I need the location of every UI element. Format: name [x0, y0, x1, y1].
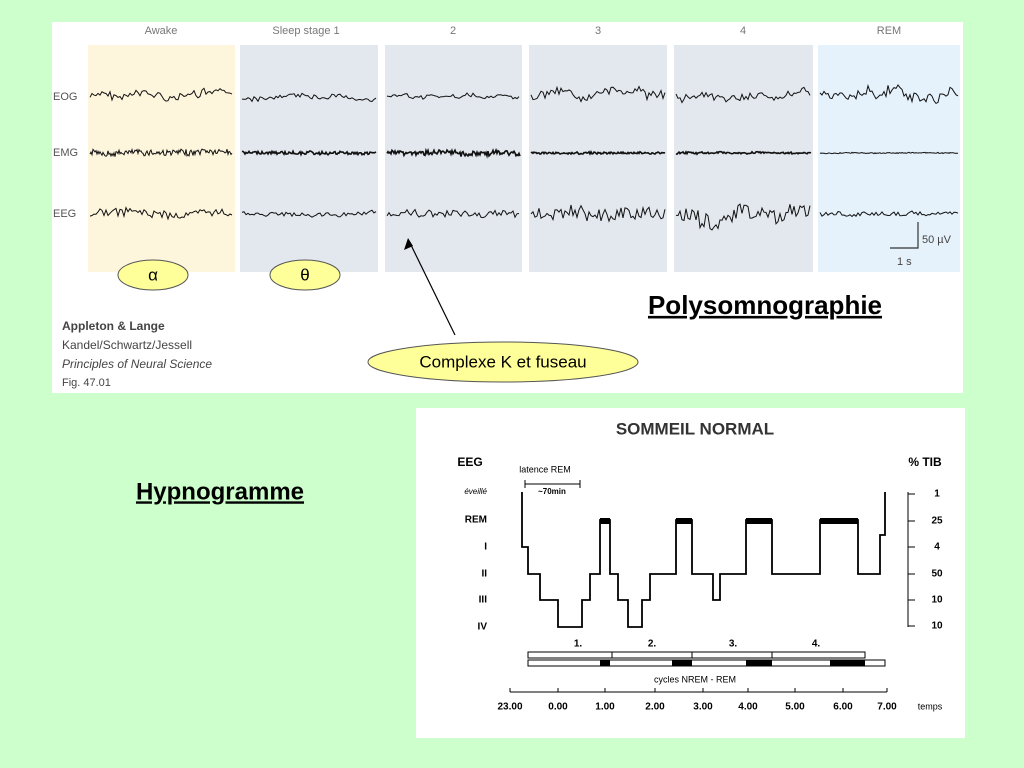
- hypnogram-figure: SOMMEIL NORMAL EEG % TIB éveillé REM I I…: [416, 408, 965, 738]
- time-label: 5.00: [785, 702, 805, 713]
- cycle-divider: [611, 652, 773, 658]
- cycle-bar: [527, 651, 866, 659]
- trace: [241, 149, 377, 157]
- trace: [241, 92, 377, 103]
- percentage: 25: [931, 516, 943, 527]
- panel: [240, 45, 378, 272]
- wave-badge: [269, 259, 341, 291]
- time-label: 23.00: [497, 702, 522, 713]
- stage-label: IV: [478, 622, 488, 633]
- trace: [89, 206, 233, 221]
- trace: [675, 150, 812, 156]
- credit-figure: Fig. 47.01: [62, 377, 111, 389]
- time-label: 6.00: [833, 702, 853, 713]
- time-label: 1.00: [595, 702, 615, 713]
- time-label: 4.00: [738, 702, 758, 713]
- wave-label: θ: [300, 265, 309, 284]
- annotation: Complexe K et fuseau: [419, 352, 586, 371]
- trace: [530, 85, 666, 103]
- axis-title: EEG: [457, 455, 482, 469]
- arrow: [409, 242, 456, 336]
- percentage: 1: [934, 489, 940, 500]
- panel: [529, 45, 667, 272]
- trace: [386, 92, 520, 100]
- panel: [674, 45, 813, 272]
- cycle-label: 1.: [574, 639, 583, 650]
- section-title: Hypnogramme: [136, 478, 304, 505]
- wave-label: α: [148, 265, 158, 284]
- stage-label: III: [479, 595, 488, 606]
- trace: [89, 87, 233, 102]
- time-label: 7.00: [877, 702, 897, 713]
- stage-label: Sleep stage 1: [272, 25, 339, 37]
- panel: [385, 45, 522, 272]
- trace: [819, 210, 959, 218]
- annotation-badge: [367, 341, 639, 383]
- scale-voltage: 50 µV: [922, 234, 952, 246]
- time-unit: temps: [918, 701, 943, 711]
- percentage: 4: [934, 542, 940, 553]
- panel: [818, 45, 960, 272]
- time-label: 0.00: [548, 702, 568, 713]
- credit-book: Principles of Neural Science: [62, 357, 212, 371]
- time-label: 2.00: [645, 702, 665, 713]
- stage-label: REM: [877, 25, 901, 37]
- trace: [675, 86, 811, 104]
- stage-label: REM: [465, 515, 487, 526]
- stage-label: I: [484, 542, 487, 553]
- trace: [675, 203, 811, 231]
- credit-authors: Kandel/Schwartz/Jessell: [62, 338, 192, 352]
- stage-label: éveillé: [464, 487, 487, 496]
- stage-label: 2: [450, 25, 456, 37]
- traces: [89, 84, 959, 231]
- trace: [386, 208, 520, 219]
- cycle-label: 3.: [729, 639, 738, 650]
- trace: [89, 147, 233, 158]
- trace: [819, 84, 959, 105]
- cycle-label: 4.: [812, 639, 821, 650]
- stage-label: 4: [740, 25, 746, 37]
- cycle-label: 2.: [648, 639, 657, 650]
- right-axis: [907, 492, 915, 627]
- rem-bar-track: [527, 659, 886, 667]
- hypnogram-title: SOMMEIL NORMAL: [616, 419, 774, 438]
- trace: [819, 151, 959, 155]
- stage-label: 3: [595, 25, 601, 37]
- credit-publisher: Appleton & Lange: [62, 319, 165, 333]
- trace: [530, 204, 666, 223]
- polysomnography-figure: Awake Sleep stage 1 2 3 4 REM EOG EMG EE…: [52, 22, 963, 393]
- trace: [530, 149, 666, 156]
- channel-label: EOG: [53, 91, 77, 103]
- figure-frame: [416, 408, 965, 738]
- cycles-label: cycles NREM - REM: [654, 674, 736, 684]
- axis-title: % TIB: [908, 455, 942, 469]
- trace: [386, 147, 521, 159]
- latency-bracket: [524, 480, 581, 488]
- time-axis: [509, 688, 888, 693]
- percentage: 10: [931, 595, 943, 606]
- percentage: 10: [931, 621, 943, 632]
- latency-value: ~70min: [538, 487, 566, 496]
- channel-label: EMG: [53, 147, 78, 159]
- channel-label: EEG: [53, 208, 76, 220]
- percentage: 50: [931, 569, 943, 580]
- stage-label: II: [481, 569, 487, 580]
- hypnogram-line: [521, 492, 886, 628]
- wave-badge: [117, 259, 189, 291]
- trace: [241, 209, 377, 218]
- section-title: Polysomnographie: [648, 290, 882, 320]
- time-label: 3.00: [693, 702, 713, 713]
- latency-label: latence REM: [519, 464, 571, 474]
- panel: [88, 45, 235, 272]
- scale-bar: [890, 222, 919, 249]
- scale-time: 1 s: [897, 256, 912, 268]
- arrow-head: [404, 238, 413, 250]
- stage-label: Awake: [145, 25, 178, 37]
